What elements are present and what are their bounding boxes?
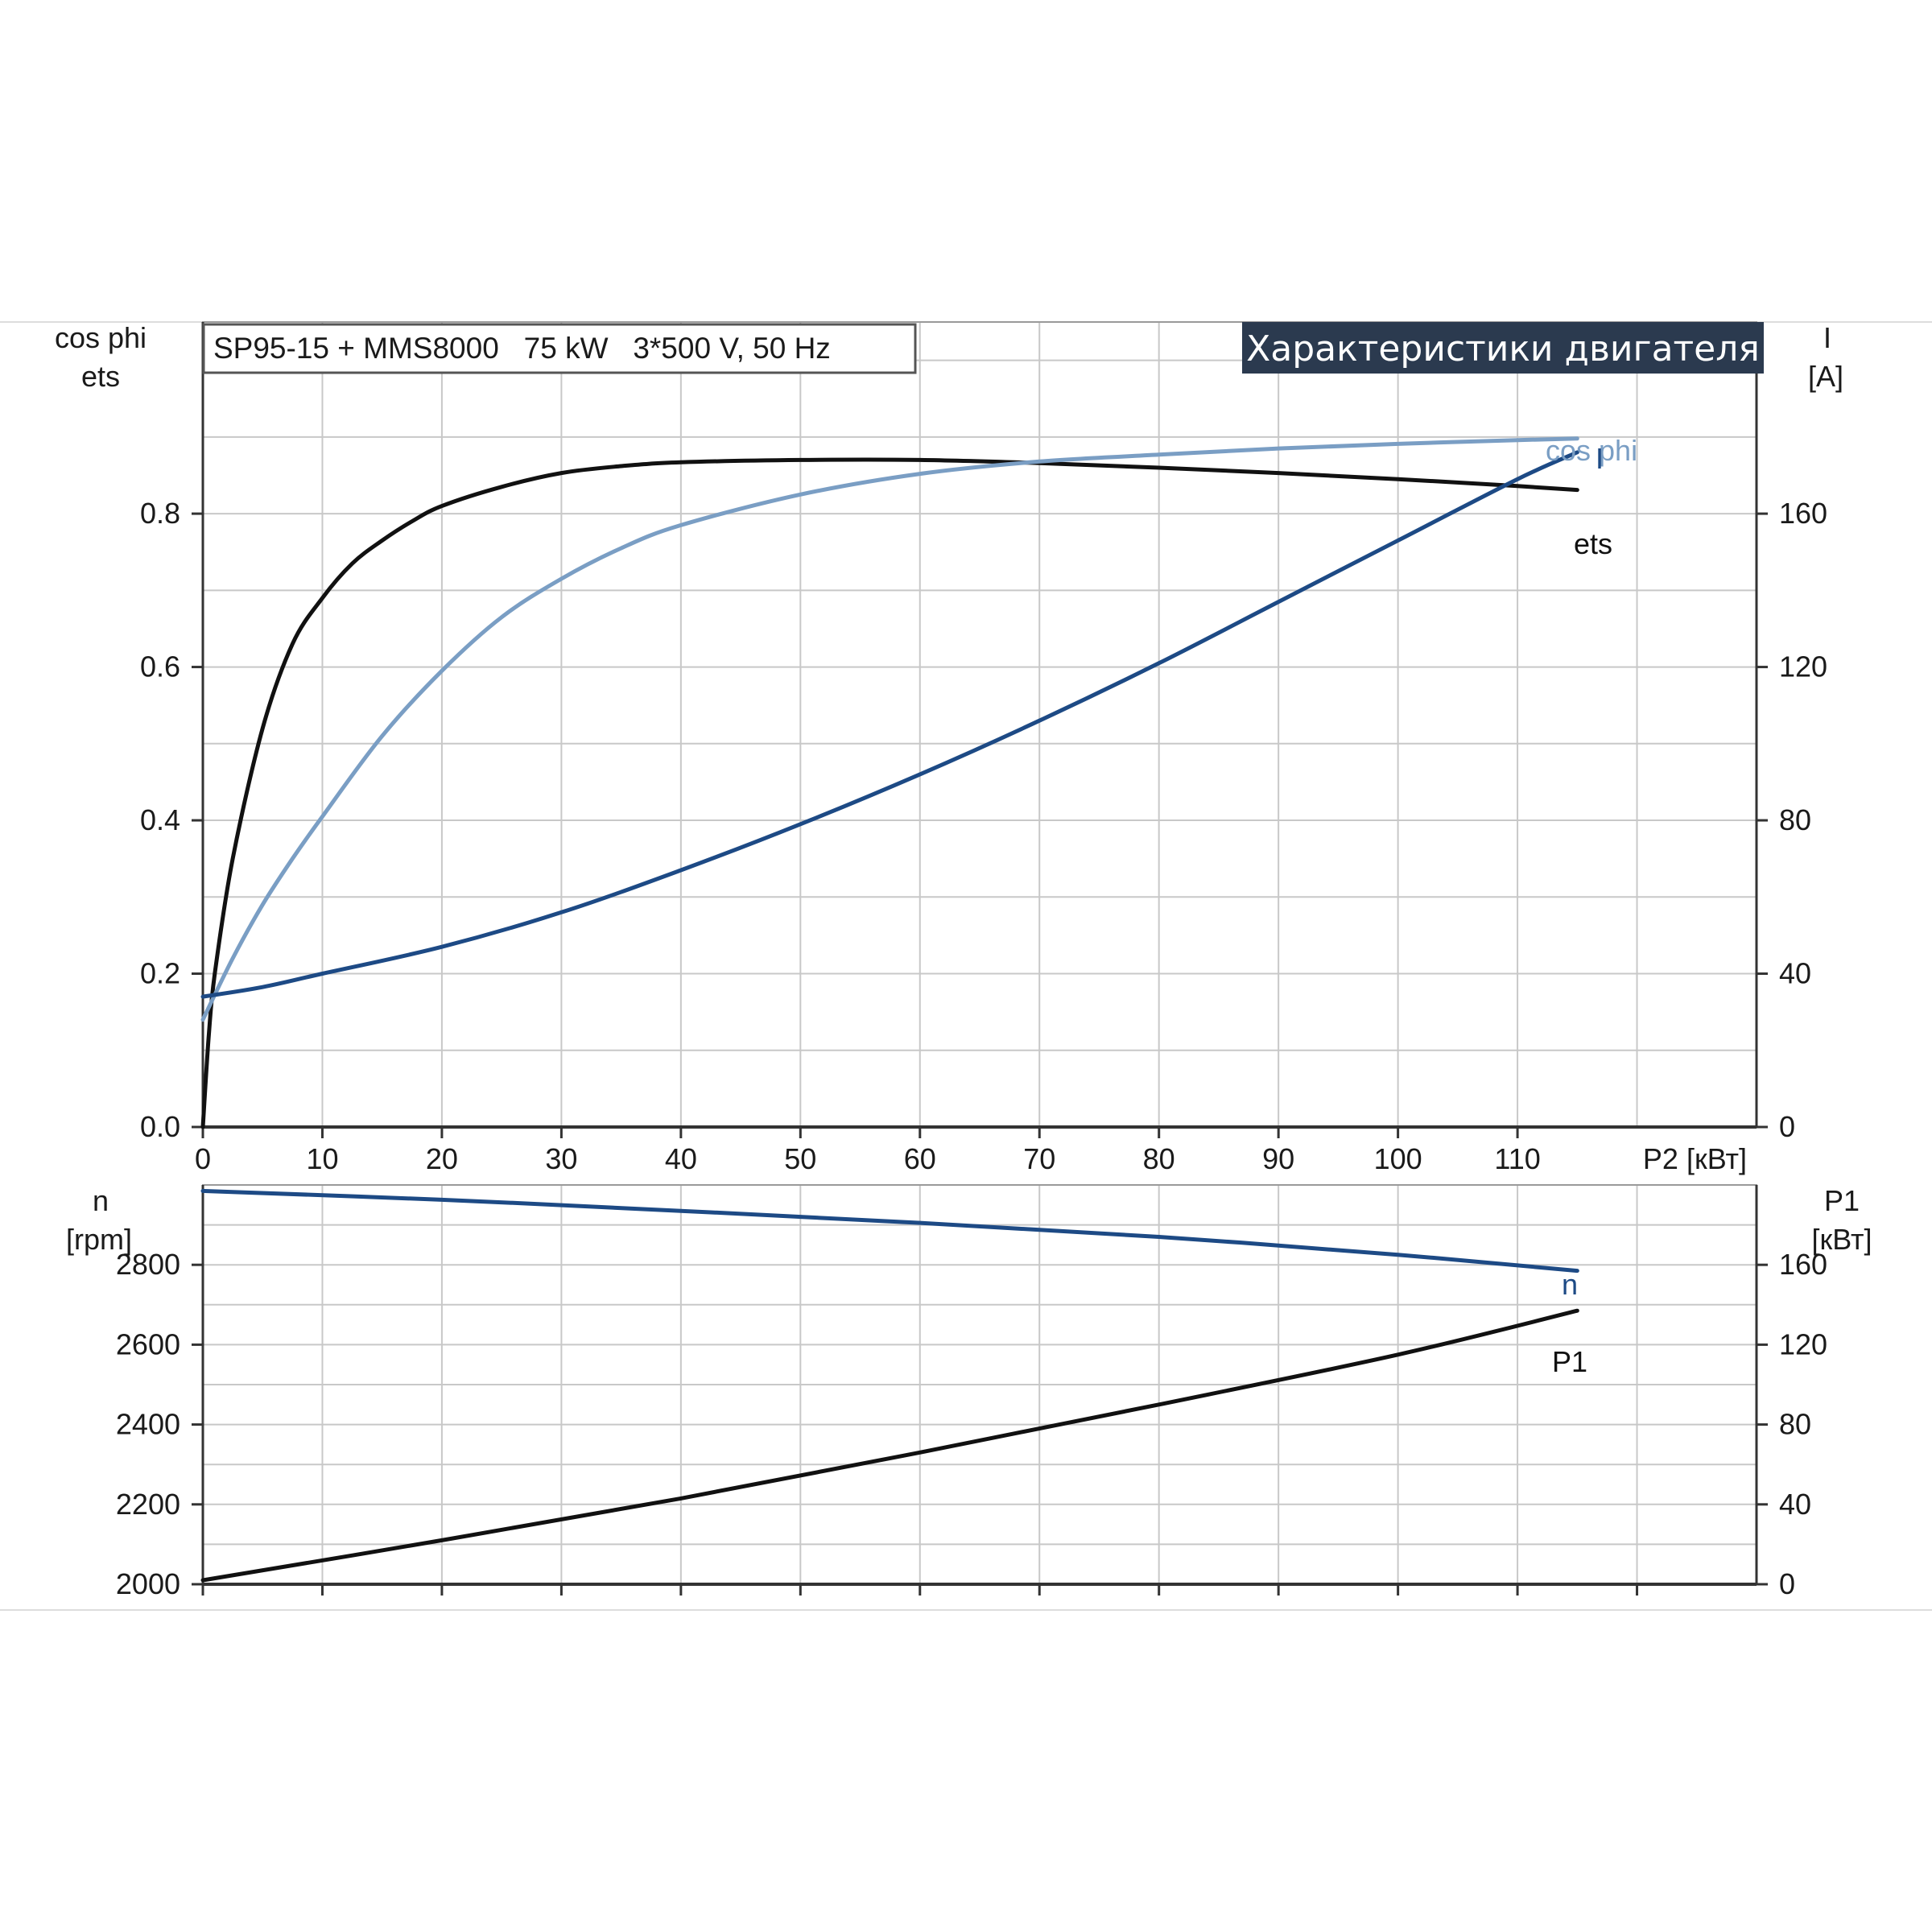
y-right-tick-label: 160 <box>1779 497 1827 530</box>
y-right-title-p1: P1 <box>1824 1184 1860 1217</box>
y-right-unit-ampere: [A] <box>1808 360 1843 393</box>
heading-title: Характеристики двигателя <box>1246 328 1760 369</box>
curve-label-speed: n <box>1562 1268 1578 1301</box>
x-tick-label: 50 <box>784 1142 816 1175</box>
upper-curves <box>200 436 1579 1129</box>
x-tick-label: 10 <box>306 1142 338 1175</box>
series-line-p1 <box>200 1308 1579 1583</box>
heading-box <box>1242 322 1764 374</box>
y-right-tick-label: 40 <box>1779 1488 1811 1521</box>
x-tick-label: 60 <box>904 1142 936 1175</box>
series-line-ets <box>200 457 1579 1129</box>
y-right-tick-label: 40 <box>1779 957 1811 990</box>
series-line-n <box>200 1188 1579 1274</box>
lower-grid <box>203 1185 1757 1584</box>
y-left-tick-label: 2200 <box>116 1488 180 1521</box>
upper-panel: 0.0 0.2 0.4 0.6 0.8 0 40 80 120 160 0 10 20 30 40 50 60 7… <box>55 321 1843 1175</box>
y-right-tick-label: 80 <box>1779 1408 1811 1441</box>
y-right-tick-label: 160 <box>1779 1248 1827 1281</box>
y-right-tick-label: 120 <box>1779 650 1827 683</box>
y-right-tick-label: 80 <box>1779 803 1811 836</box>
lower-tick-labels: 2000 2200 2400 2600 2800 0 40 80 120 160 <box>116 1248 1827 1600</box>
y-right-unit-kw: [кВт] <box>1811 1223 1872 1256</box>
y-right-tick-label: 0 <box>1779 1567 1795 1600</box>
y-left-unit-rpm: [rpm] <box>66 1223 132 1256</box>
curve-label-p1: P1 <box>1552 1345 1587 1378</box>
upper-plot-frame <box>202 321 1757 1128</box>
upper-grid <box>203 322 1757 1127</box>
x-tick-label: 20 <box>426 1142 458 1175</box>
x-tick-label: 100 <box>1374 1142 1422 1175</box>
x-tick-label: 70 <box>1023 1142 1055 1175</box>
curve-label-cosphi: cos phi <box>1546 434 1637 467</box>
y-left-tick-label: 0.0 <box>140 1110 180 1143</box>
x-tick-label: 90 <box>1262 1142 1294 1175</box>
y-left-tick-label: 2400 <box>116 1408 180 1441</box>
y-left-tick-label: 0.8 <box>140 497 180 530</box>
model-label: SP95-15 + MMS8000 75 kW 3*500 V, 50 Hz <box>213 332 831 365</box>
x-tick-label: 40 <box>665 1142 697 1175</box>
lower-curves <box>200 1188 1579 1583</box>
y-right-tick-label: 120 <box>1779 1327 1827 1360</box>
model-label-box <box>202 323 917 374</box>
y-right-tick-label: 0 <box>1779 1110 1795 1143</box>
x-tick-label: 110 <box>1494 1142 1540 1175</box>
y-right-title-current: I <box>1823 321 1831 354</box>
x-axis-title-p2: P2 [кВт] <box>1643 1142 1747 1175</box>
y-left-tick-label: 0.4 <box>140 803 180 836</box>
curve-label-ets: ets <box>1574 527 1612 560</box>
y-left-title-cosphi: cos phi <box>55 321 147 354</box>
x-tick-label: 30 <box>545 1142 577 1175</box>
y-left-title-speed: n <box>93 1184 109 1217</box>
series-line-cos-phi <box>200 436 1579 1022</box>
x-tick-label: 0 <box>195 1142 211 1175</box>
series-line-i <box>200 450 1579 999</box>
y-left-tick-label: 0.6 <box>140 650 180 683</box>
x-tick-label: 80 <box>1143 1142 1175 1175</box>
y-left-title-ets: ets <box>81 360 120 393</box>
y-left-tick-label: 2800 <box>116 1248 180 1281</box>
y-left-tick-label: 2000 <box>116 1567 180 1600</box>
curve-label-current: I <box>1596 442 1604 475</box>
upper-tick-labels: 0.0 0.2 0.4 0.6 0.8 0 40 80 120 160 0 10 20 30 40 50 60 7… <box>140 497 1827 1175</box>
y-left-tick-label: 0.2 <box>140 957 180 990</box>
y-left-tick-label: 2600 <box>116 1327 180 1360</box>
